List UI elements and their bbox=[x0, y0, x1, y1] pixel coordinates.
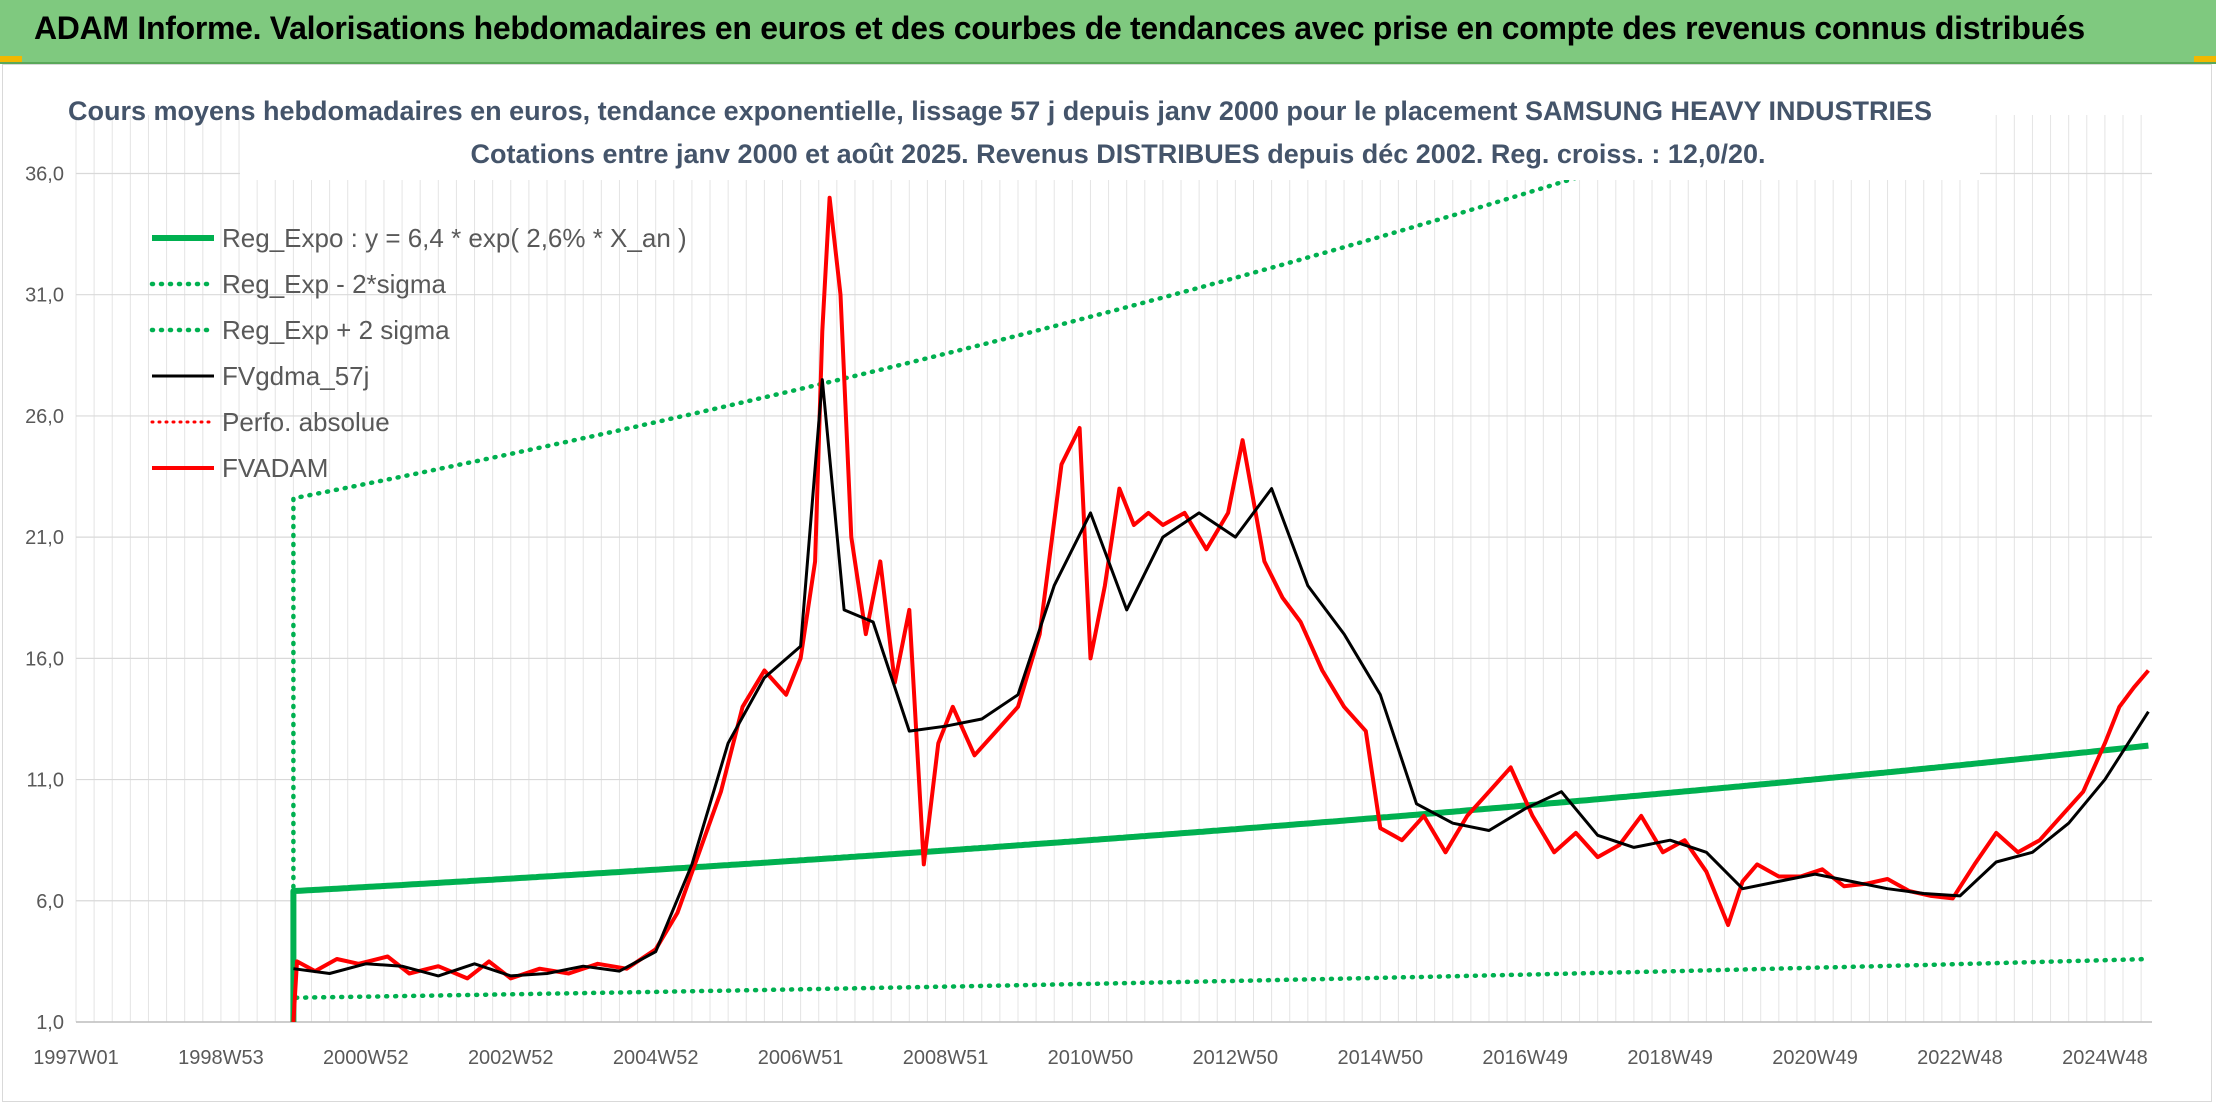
x-tick-label: 1997W01 bbox=[33, 1047, 119, 1069]
x-tick-label: 1998W53 bbox=[178, 1047, 264, 1069]
x-tick-label: 2004W52 bbox=[613, 1047, 699, 1069]
legend-perfo-label: Perfo. absolue bbox=[222, 407, 390, 437]
legend: Reg_Expo : y = 6,4 * exp( 2,6% * X_an ) R… bbox=[149, 223, 687, 483]
fvadam-line bbox=[291, 195, 2150, 1022]
x-tick-label: 2014W50 bbox=[1337, 1047, 1423, 1069]
y-tick-label: 11,0 bbox=[27, 770, 64, 792]
y-tick-label: 21,0 bbox=[25, 527, 64, 549]
series-lines bbox=[290, 115, 2151, 1022]
x-tick-label: 2018W49 bbox=[1627, 1047, 1713, 1069]
legend-reg-expo-label: Reg_Expo : y = 6,4 * exp( 2,6% * X_an ) bbox=[222, 223, 687, 253]
y-tick-label: 16,0 bbox=[25, 648, 64, 670]
x-tick-label: 2008W51 bbox=[903, 1047, 989, 1069]
legend-fvgdma-label: FVgdma_57j bbox=[222, 361, 369, 391]
y-tick-label: 31,0 bbox=[25, 285, 64, 307]
reg-expo-line bbox=[290, 742, 2149, 1022]
legend-reg-minus-label: Reg_Exp - 2*sigma bbox=[222, 269, 447, 299]
y-axis-ticks: 1,0 6,0 11,0 16,0 21,0 26,0 31,0 36,0 bbox=[25, 163, 64, 1034]
y-tick-label: 6,0 bbox=[36, 891, 64, 913]
chart-subtitle: Cotations entre janv 2000 et août 2025. … bbox=[471, 139, 1766, 169]
fvgdma-line bbox=[293, 378, 2150, 978]
x-tick-label: 2000W52 bbox=[323, 1047, 409, 1069]
x-tick-label: 2022W48 bbox=[1917, 1047, 2003, 1069]
report-title: ADAM Informe. Valorisations hebdomadaire… bbox=[34, 10, 2085, 46]
reg-plus-2sigma-line bbox=[291, 115, 1778, 1022]
corner-mark-right bbox=[2194, 56, 2216, 62]
x-axis-ticks: 1997W01 1998W53 2000W52 2002W52 2004W52 2006W… bbox=[33, 1047, 2148, 1069]
legend-fvadam-label: FVADAM bbox=[222, 453, 328, 483]
title-background bbox=[240, 84, 1980, 180]
chart-frame bbox=[2, 64, 2212, 1102]
y-tick-label: 1,0 bbox=[36, 1012, 64, 1034]
legend-reg-plus-label: Reg_Exp + 2 sigma bbox=[222, 315, 450, 345]
x-tick-label: 2024W48 bbox=[2062, 1047, 2148, 1069]
x-tick-label: 2002W52 bbox=[468, 1047, 554, 1069]
y-tick-label: 26,0 bbox=[25, 406, 64, 428]
x-tick-label: 2020W49 bbox=[1772, 1047, 1858, 1069]
corner-mark-left bbox=[0, 56, 22, 62]
chart-title: Cours moyens hebdomadaires en euros, ten… bbox=[68, 96, 1932, 126]
horizontal-gridlines bbox=[76, 172, 2152, 1023]
x-tick-label: 2012W50 bbox=[1193, 1047, 1279, 1069]
x-tick-label: 2010W50 bbox=[1048, 1047, 1134, 1069]
x-tick-label: 2006W51 bbox=[758, 1047, 844, 1069]
report-banner: ADAM Informe. Valorisations hebdomadaire… bbox=[0, 0, 2216, 64]
x-tick-label: 2016W49 bbox=[1482, 1047, 1568, 1069]
y-tick-label: 36,0 bbox=[25, 163, 64, 185]
